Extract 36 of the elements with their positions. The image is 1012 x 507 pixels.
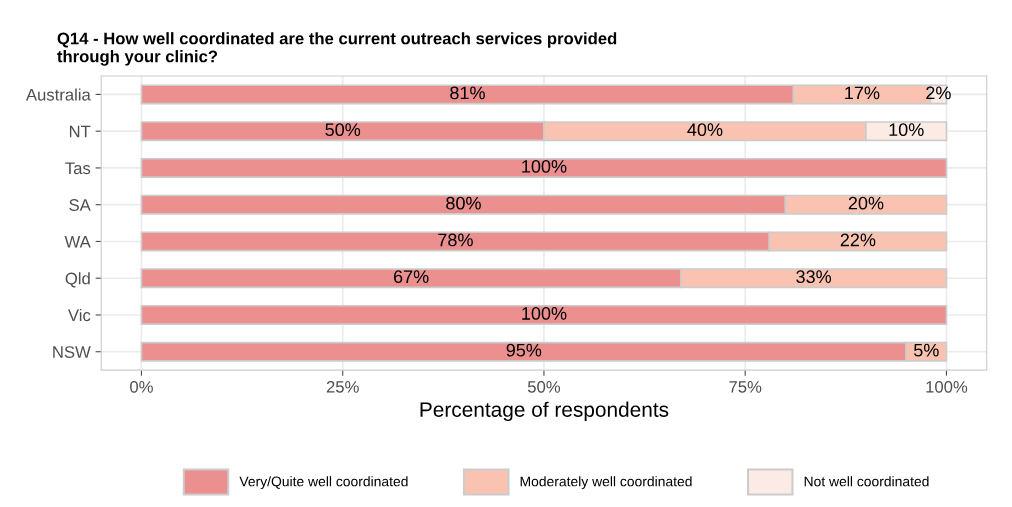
data-label: 17%: [845, 86, 880, 100]
x-tick-label: 75%: [729, 381, 762, 393]
data-label: 10%: [889, 123, 924, 137]
y-tick-label: Tas: [65, 162, 91, 175]
bar: [140, 304, 948, 325]
data-label: 33%: [796, 270, 832, 284]
data-label: 22%: [840, 233, 876, 247]
data-label: 100%: [522, 307, 567, 320]
x-tick-label: 25%: [326, 380, 359, 393]
data-label: 81%: [450, 86, 485, 100]
legend-label: Very/Quite well coordinated: [239, 476, 408, 490]
bar: [140, 157, 948, 178]
data-label: 78%: [438, 233, 473, 247]
data-label: 67%: [393, 270, 429, 284]
chart-title: Q14 - How well coordinated are the current outreach services provided through your clinic?: [57, 32, 617, 66]
x-axis-title: Percentage of respondents: [420, 401, 669, 422]
data-label: 80%: [446, 196, 481, 210]
x-tick-label: 100%: [926, 380, 968, 393]
y-tick-label: NT: [69, 125, 91, 138]
data-label: 20%: [848, 196, 884, 210]
x-tick-label: 0%: [130, 380, 153, 393]
y-tick-label: WA: [64, 236, 91, 248]
y-tick-label: SA: [69, 199, 91, 211]
data-label: 40%: [687, 123, 723, 137]
data-label: 2%: [926, 86, 951, 100]
y-tick-label: Qld: [65, 272, 90, 288]
y-tick-label: Vic: [67, 308, 91, 322]
data-label: 100%: [522, 160, 567, 173]
legend-label: Moderately well coordinated: [520, 476, 692, 490]
y-tick-label: Australia: [25, 88, 91, 101]
legend-label: Not well coordinated: [804, 476, 929, 487]
data-label: 95%: [506, 343, 542, 357]
data-label: 5%: [914, 343, 939, 357]
data-label: 50%: [325, 123, 361, 137]
x-tick-label: 50%: [527, 380, 561, 393]
y-tick-label: NSW: [53, 346, 91, 358]
